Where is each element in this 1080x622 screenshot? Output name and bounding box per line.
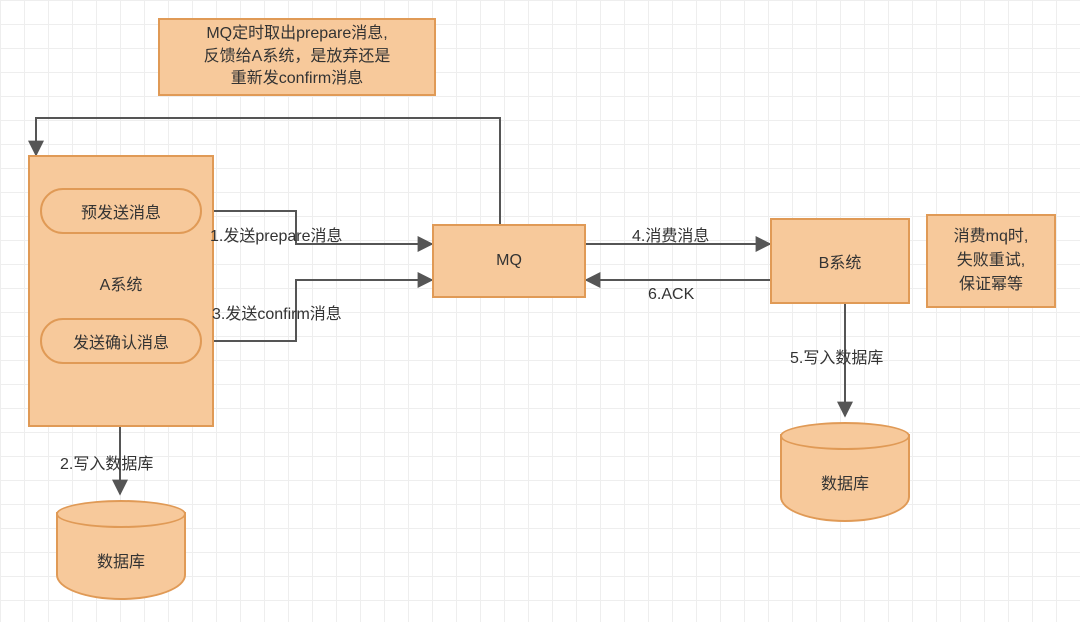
send-confirm-label: 发送确认消息 xyxy=(73,329,169,353)
pre-send-label: 预发送消息 xyxy=(81,199,161,223)
db-b: 数据库 xyxy=(780,422,910,522)
system-b-label: B系统 xyxy=(819,249,862,273)
label-e4: 4.消费消息 xyxy=(632,222,709,246)
label-e6: 6.ACK xyxy=(648,286,694,304)
system-b-box: B系统 xyxy=(770,218,910,304)
label-e5: 5.写入数据库 xyxy=(790,344,883,368)
label-e1: 1.发送prepare消息 xyxy=(210,222,343,246)
diagram-canvas: MQ定时取出prepare消息, 反馈给A系统，是放弃还是 重新发confirm… xyxy=(0,0,1080,622)
mq-label: MQ xyxy=(496,252,522,270)
label-e3: 3.发送confirm消息 xyxy=(212,300,342,324)
db-a-label: 数据库 xyxy=(56,548,186,572)
send-confirm-box: 发送确认消息 xyxy=(40,318,202,364)
note-mq-feedback: MQ定时取出prepare消息, 反馈给A系统，是放弃还是 重新发confirm… xyxy=(158,18,436,96)
system-a-label: A系统 xyxy=(28,268,214,298)
note-consumer: 消费mq时, 失败重试, 保证幂等 xyxy=(926,214,1056,308)
label-e2: 2.写入数据库 xyxy=(60,450,153,474)
note-mq-feedback-text: MQ定时取出prepare消息, 反馈给A系统，是放弃还是 重新发confirm… xyxy=(204,23,391,90)
mq-box: MQ xyxy=(432,224,586,298)
db-b-label: 数据库 xyxy=(780,470,910,494)
system-a-label-text: A系统 xyxy=(100,271,143,295)
note-consumer-text: 消费mq时, 失败重试, 保证幂等 xyxy=(954,225,1029,297)
pre-send-box: 预发送消息 xyxy=(40,188,202,234)
db-a: 数据库 xyxy=(56,500,186,600)
